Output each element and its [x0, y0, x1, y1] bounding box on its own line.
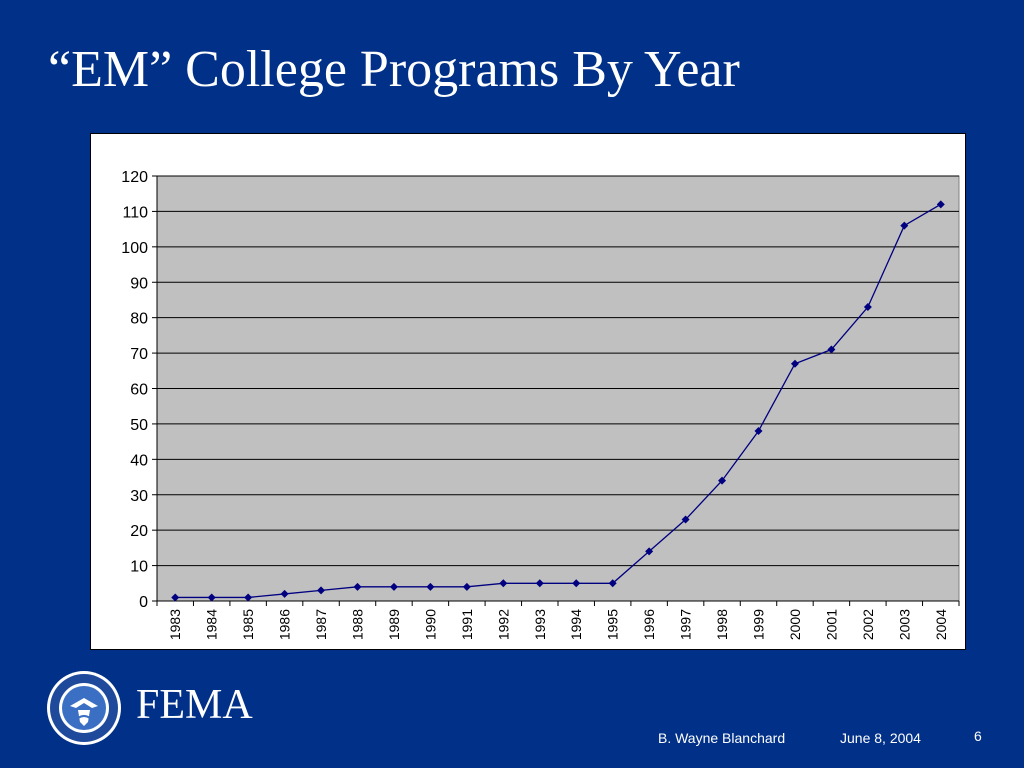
y-tick-label: 80 — [130, 311, 148, 328]
x-tick-label: 2003 — [896, 609, 912, 640]
y-tick-label: 40 — [130, 452, 148, 469]
data-point — [499, 579, 508, 588]
x-tick-label: 1996 — [641, 609, 657, 640]
x-tick-label: 1986 — [277, 609, 293, 640]
data-point — [426, 582, 435, 591]
data-point — [572, 579, 581, 588]
data-point — [353, 582, 362, 591]
chart-container: 0 10 20 30 40 50 60 70 80 90 100 110 120 1983 1984 1985… — [90, 133, 966, 650]
x-tick-label: 2001 — [823, 609, 839, 640]
x-tick-label: 1990 — [422, 609, 438, 640]
x-tick-label: 1984 — [204, 609, 220, 640]
dhs-seal-icon — [47, 671, 121, 745]
y-tick-label: 30 — [130, 488, 148, 505]
line-chart: 0 10 20 30 40 50 60 70 80 90 100 110 120 1983 1984 1985… — [121, 169, 960, 640]
x-tick-label: 2004 — [933, 609, 949, 640]
x-tick-label: 1983 — [167, 609, 183, 640]
data-point — [863, 303, 872, 312]
page-number: 6 — [974, 728, 982, 744]
x-tick-label: 2002 — [860, 609, 876, 640]
data-point — [718, 476, 727, 485]
data-point — [900, 221, 909, 230]
x-tick-label: 1993 — [532, 609, 548, 640]
y-tick-label: 20 — [130, 523, 148, 540]
y-tick-label: 90 — [130, 275, 148, 292]
data-point — [936, 200, 945, 209]
data-point — [608, 579, 617, 588]
data-point — [535, 579, 544, 588]
footer-date: June 8, 2004 — [840, 730, 921, 746]
x-tick-label: 1988 — [350, 609, 366, 640]
x-tick-label: 1998 — [714, 609, 730, 640]
x-tick-label: 1991 — [459, 609, 475, 640]
data-point — [317, 586, 326, 595]
x-tick-label: 1992 — [495, 609, 511, 640]
footer-author: B. Wayne Blanchard — [658, 730, 786, 746]
data-point — [827, 345, 836, 354]
data-point — [389, 582, 398, 591]
x-tick-label: 1997 — [678, 609, 694, 640]
y-tick-label: 70 — [130, 346, 148, 363]
y-tick-label: 50 — [130, 417, 148, 434]
data-point — [645, 547, 654, 556]
data-point — [681, 515, 690, 524]
data-point — [244, 593, 253, 602]
slide-title: “EM” College Programs By Year — [48, 41, 740, 98]
x-tick-label: 1987 — [313, 609, 329, 640]
data-point — [462, 582, 471, 591]
y-tick-label: 60 — [130, 382, 148, 399]
series-line — [175, 203, 942, 599]
x-tick-label: 1994 — [568, 609, 584, 640]
y-tick-label: 100 — [121, 240, 148, 257]
y-tick-label: 110 — [122, 204, 148, 221]
data-point — [280, 589, 289, 598]
x-tick-label: 1995 — [605, 609, 621, 640]
fema-logo-text: FEMA — [136, 682, 253, 728]
data-point — [754, 427, 763, 435]
y-tick-label: 120 — [121, 169, 148, 186]
x-tick-label: 1985 — [240, 609, 256, 640]
data-point — [171, 593, 180, 602]
x-tick-label: 2000 — [787, 609, 803, 640]
data-point — [790, 359, 799, 368]
y-tick-label: 0 — [139, 594, 148, 611]
x-tick-label: 1989 — [386, 609, 402, 640]
data-point — [207, 593, 216, 602]
y-tick-label: 10 — [130, 559, 148, 576]
x-tick-label: 1999 — [751, 609, 767, 640]
